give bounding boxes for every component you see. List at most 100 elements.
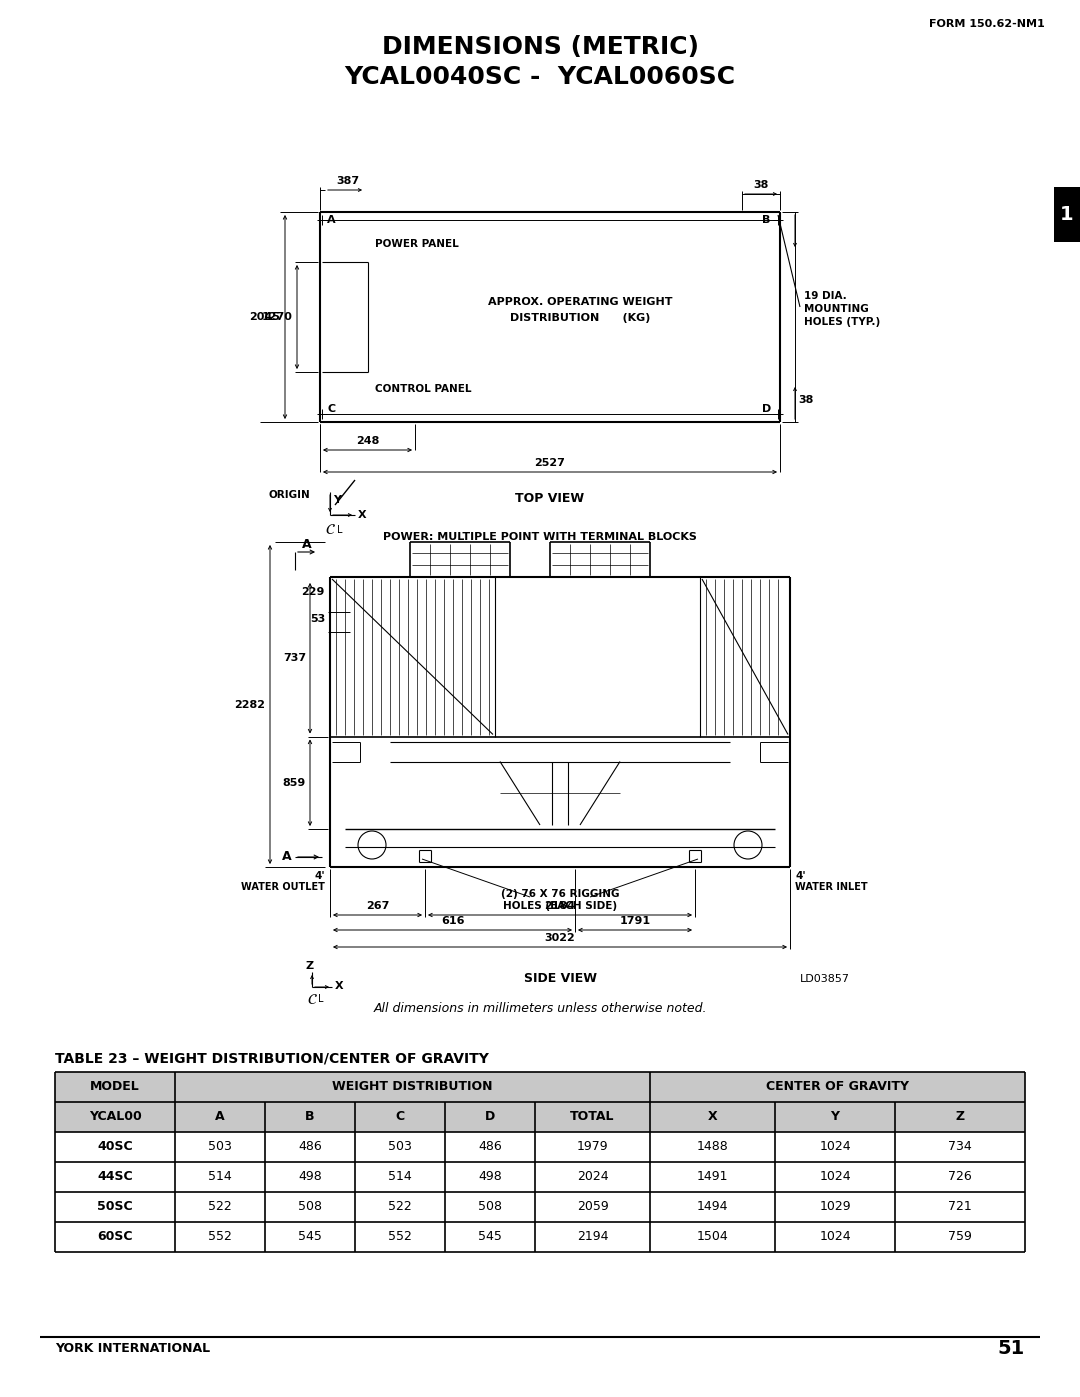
Text: 60SC: 60SC [97,1231,133,1243]
Text: WATER INLET: WATER INLET [795,882,867,893]
Text: 514: 514 [208,1171,232,1183]
Bar [175,1071,265,1102]
Bar [535,1102,650,1132]
Text: Z: Z [306,961,314,971]
Text: 545: 545 [298,1231,322,1243]
Text: 726: 726 [948,1171,972,1183]
Text: TOP VIEW: TOP VIEW [515,492,584,504]
Text: 2059: 2059 [577,1200,608,1214]
Text: 734: 734 [948,1140,972,1154]
Text: B: B [306,1111,314,1123]
Bar [55,1102,175,1132]
Text: 248: 248 [355,436,379,446]
Text: 522: 522 [208,1200,232,1214]
Bar [445,1071,535,1102]
Text: TABLE 23 – WEIGHT DISTRIBUTION/CENTER OF GRAVITY: TABLE 23 – WEIGHT DISTRIBUTION/CENTER OF… [55,1052,489,1066]
Bar [895,1102,1025,1132]
Text: MOUNTING: MOUNTING [804,305,868,314]
Bar [650,1102,775,1132]
Text: WATER OUTLET: WATER OUTLET [241,882,325,893]
Text: 2024: 2024 [577,1171,608,1183]
Text: 3022: 3022 [544,933,576,943]
Text: $\mathcal{C}$: $\mathcal{C}$ [325,522,336,538]
Text: 508: 508 [478,1200,502,1214]
Text: 552: 552 [208,1231,232,1243]
Text: 514: 514 [388,1171,411,1183]
Text: DISTRIBUTION      (KG): DISTRIBUTION (KG) [510,313,650,323]
Text: 51: 51 [998,1340,1025,1358]
Text: 1504: 1504 [697,1231,728,1243]
Text: X: X [357,510,366,520]
Text: A: A [282,849,292,863]
Text: 53: 53 [310,615,325,624]
Text: X: X [335,981,343,990]
Text: X: X [707,1111,717,1123]
Text: All dimensions in millimeters unless otherwise noted.: All dimensions in millimeters unless oth… [374,1002,706,1016]
Text: 721: 721 [948,1200,972,1214]
Text: L: L [337,525,342,535]
Text: YCAL00: YCAL00 [89,1111,141,1123]
Text: 1979: 1979 [577,1140,608,1154]
Text: D: D [485,1111,495,1123]
Text: 2045: 2045 [249,312,280,321]
Text: 50SC: 50SC [97,1200,133,1214]
Text: 1791: 1791 [620,916,650,926]
Text: CENTER OF GRAVITY: CENTER OF GRAVITY [766,1080,909,1094]
Text: 522: 522 [388,1200,411,1214]
Bar [175,1102,265,1132]
Bar [355,1071,445,1102]
Bar [650,1071,775,1102]
Text: YCAL0040SC -  YCAL0060SC: YCAL0040SC - YCAL0060SC [345,66,735,89]
Text: 2282: 2282 [234,700,265,710]
Text: 545: 545 [478,1231,502,1243]
Text: $\mathcal{C}$: $\mathcal{C}$ [307,992,318,1006]
Text: L: L [318,995,324,1004]
Text: YORK INTERNATIONAL: YORK INTERNATIONAL [55,1343,211,1355]
Text: POWER PANEL: POWER PANEL [375,239,459,249]
Text: 503: 503 [208,1140,232,1154]
Text: 859: 859 [283,778,306,788]
Text: (2) 76 X 76 RIGGING: (2) 76 X 76 RIGGING [501,888,619,900]
Text: 552: 552 [388,1231,411,1243]
Text: 1494: 1494 [697,1200,728,1214]
Text: 4': 4' [795,870,806,882]
Bar [55,1071,175,1102]
Text: A: A [215,1111,225,1123]
Text: 2194: 2194 [577,1231,608,1243]
Text: FORM 150.62-NM1: FORM 150.62-NM1 [929,20,1045,29]
Text: C: C [327,404,335,414]
Text: HOLES (TYP.): HOLES (TYP.) [804,317,880,327]
Text: 267: 267 [366,901,389,911]
Bar [265,1102,355,1132]
Text: 38: 38 [798,395,813,405]
Bar [265,1071,355,1102]
Text: 19 DIA.: 19 DIA. [804,291,847,300]
Text: HOLES (EACH SIDE): HOLES (EACH SIDE) [503,901,617,911]
Text: TOTAL: TOTAL [570,1111,615,1123]
Bar [535,1071,650,1102]
Text: 1270: 1270 [262,312,293,321]
Text: APPROX. OPERATING WEIGHT: APPROX. OPERATING WEIGHT [488,298,672,307]
Text: 1491: 1491 [697,1171,728,1183]
Text: 1024: 1024 [820,1140,851,1154]
Text: 229: 229 [301,587,325,597]
Text: 1488: 1488 [697,1140,728,1154]
Text: 44SC: 44SC [97,1171,133,1183]
Text: 503: 503 [388,1140,411,1154]
Text: 737: 737 [283,654,306,664]
Text: D: D [762,404,771,414]
Text: 2184: 2184 [544,901,576,911]
Text: ORIGIN: ORIGIN [268,490,310,500]
Text: Z: Z [956,1111,964,1123]
Text: WEIGHT DISTRIBUTION: WEIGHT DISTRIBUTION [333,1080,492,1094]
Text: 40SC: 40SC [97,1140,133,1154]
Bar [445,1102,535,1132]
Text: Y: Y [333,495,341,504]
Text: POWER: MULTIPLE POINT WITH TERMINAL BLOCKS: POWER: MULTIPLE POINT WITH TERMINAL BLOC… [383,532,697,542]
Text: 498: 498 [478,1171,502,1183]
Text: 1: 1 [1061,205,1074,224]
Text: 38: 38 [754,180,769,190]
Text: 387: 387 [337,176,360,186]
Bar [1054,187,1080,242]
Text: 498: 498 [298,1171,322,1183]
